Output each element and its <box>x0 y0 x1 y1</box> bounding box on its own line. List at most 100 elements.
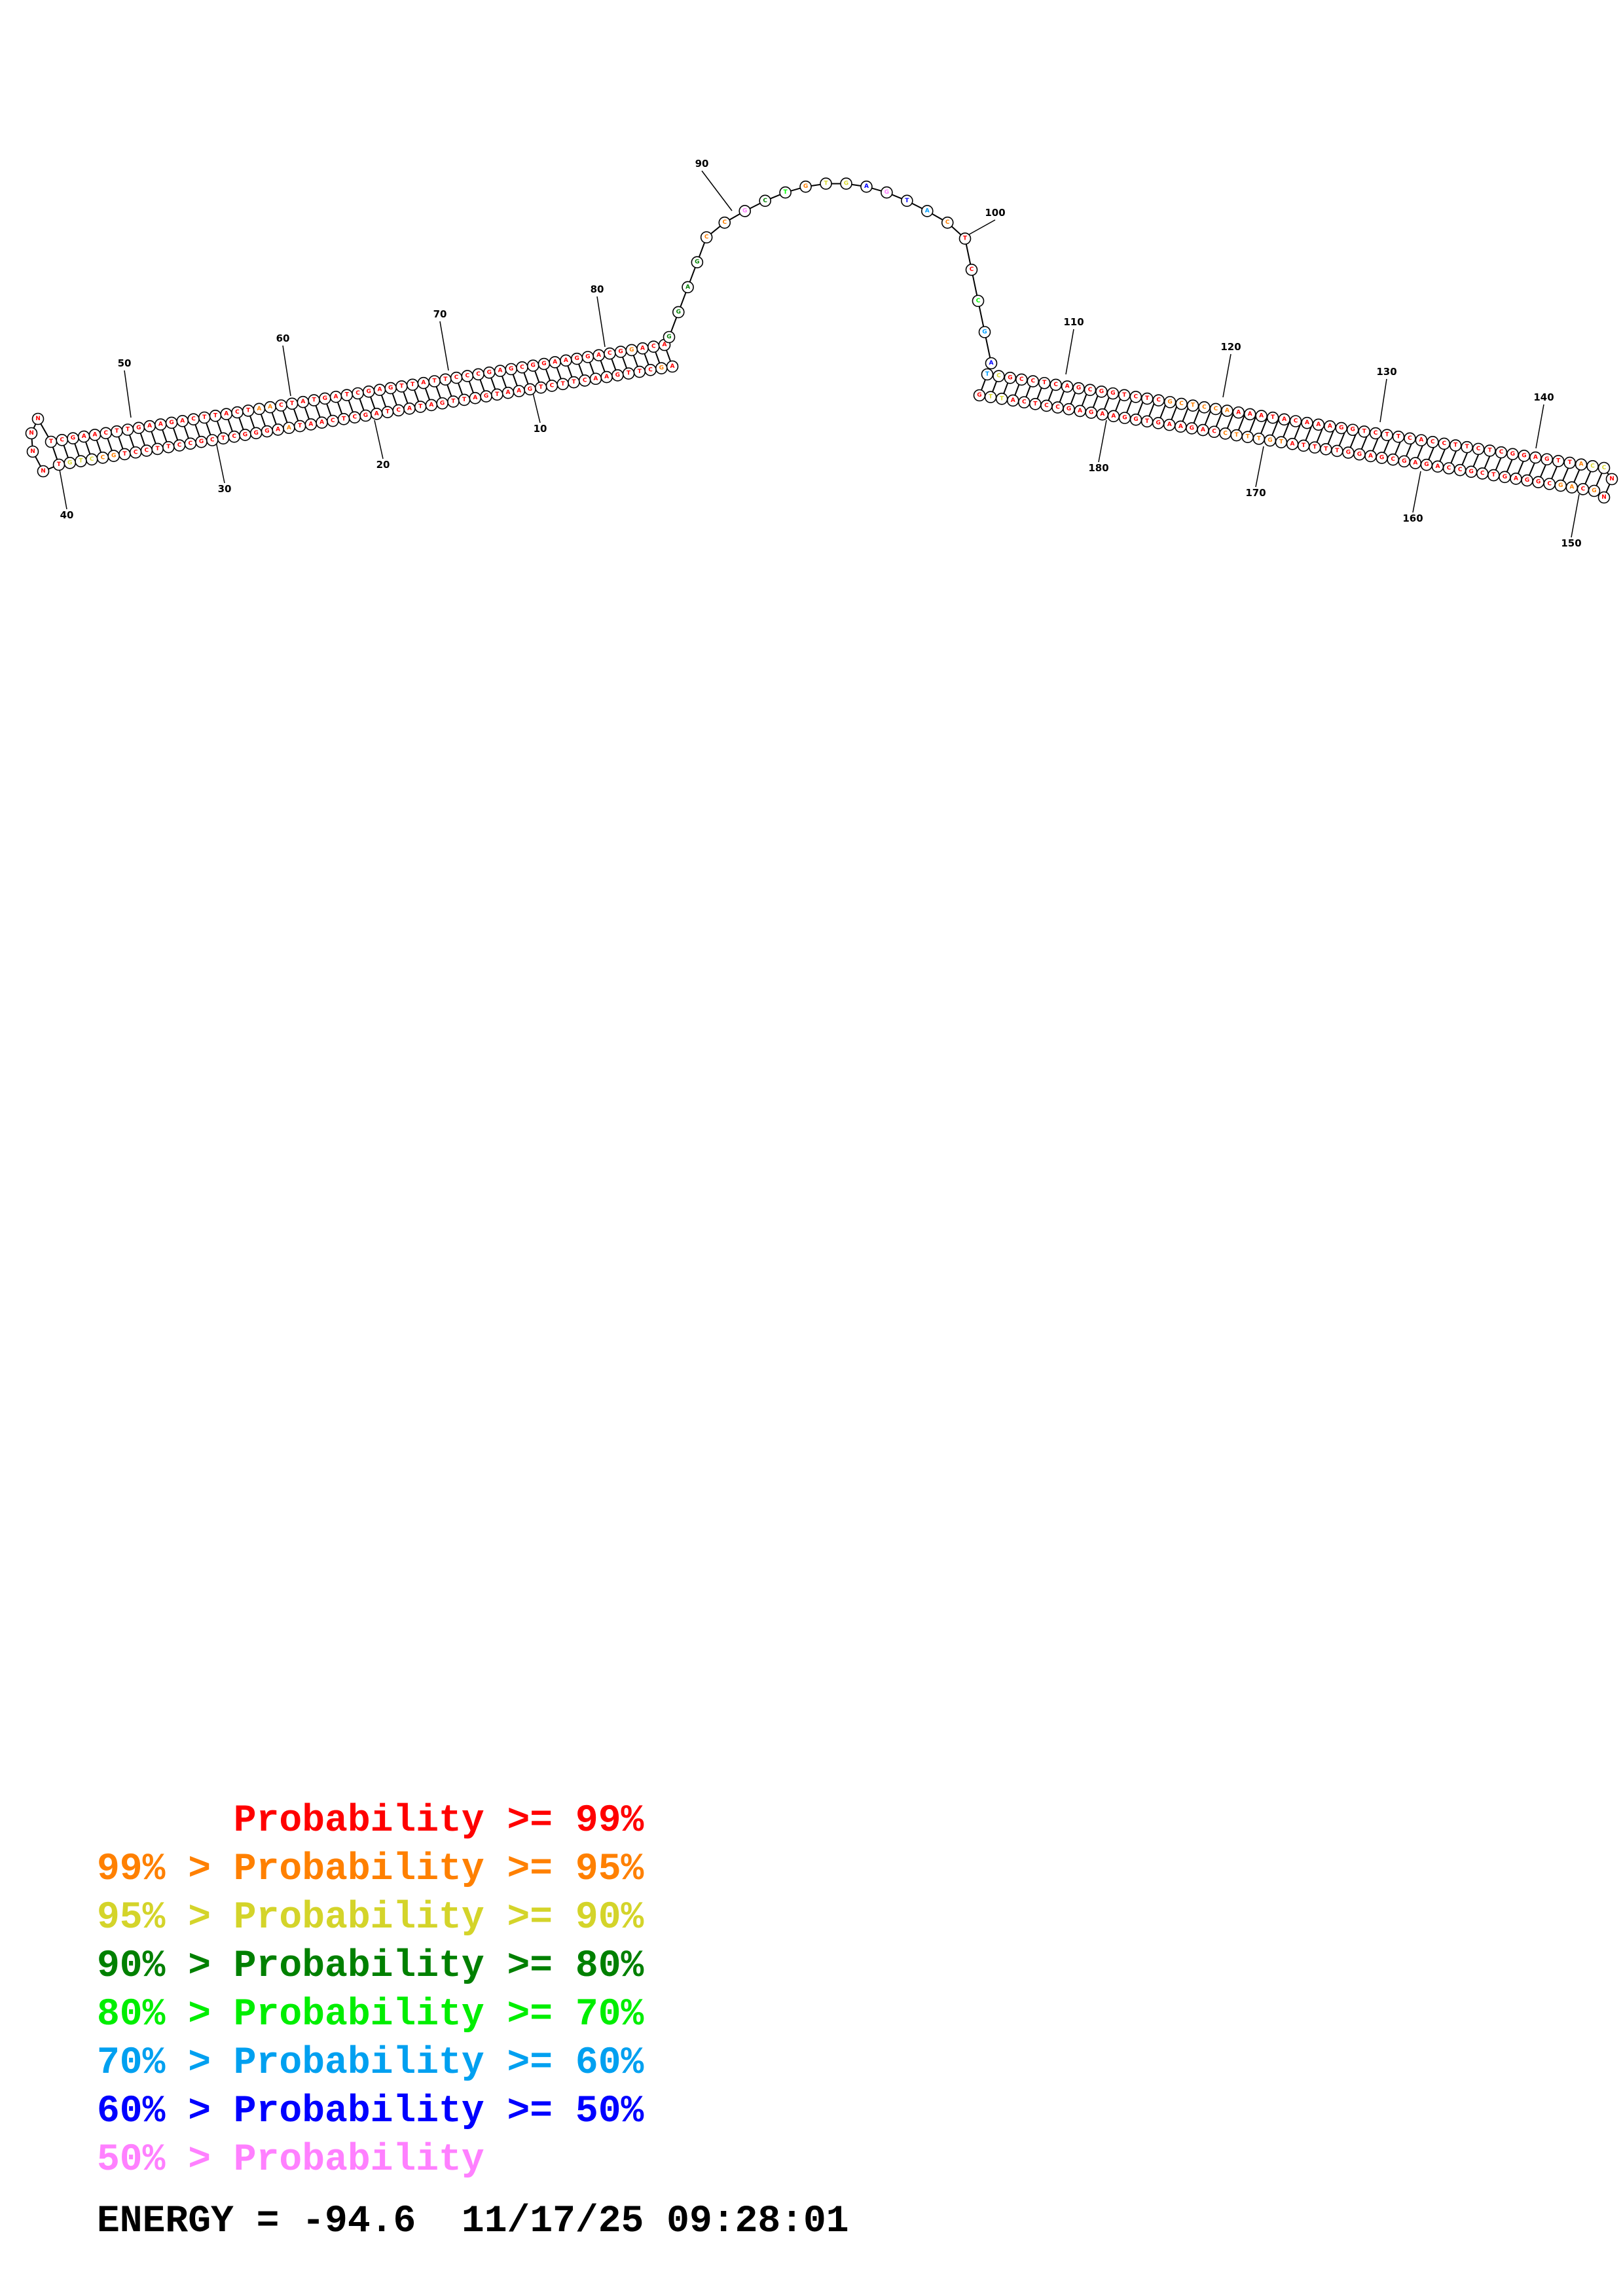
svg-text:C: C <box>235 409 240 416</box>
nucleotide: A <box>370 408 383 420</box>
svg-text:A: A <box>421 380 426 386</box>
nucleotide: C <box>461 370 474 382</box>
legend-label: Probability >= 70% <box>233 1994 644 2036</box>
nucleotide: G <box>1465 465 1478 478</box>
tick-120: 120 <box>1220 341 1241 398</box>
svg-text:G: G <box>253 430 258 437</box>
svg-text:C: C <box>90 456 94 463</box>
tick-label: 100 <box>985 207 1005 219</box>
nucleotide: A <box>469 391 482 404</box>
svg-text:G: G <box>509 366 513 372</box>
nucleotide: G <box>1346 423 1359 437</box>
nucleotide: G <box>359 409 372 422</box>
nucleotide: G <box>840 177 852 190</box>
svg-text:A: A <box>670 363 675 370</box>
nucleotide: T <box>428 375 441 387</box>
nucleotide: A <box>425 399 438 412</box>
position-ticks: 10 20 30 40 50 60 70 80 90 100 110 120 130 140 150 160 1… <box>58 158 1582 549</box>
svg-text:C: C <box>1499 449 1504 456</box>
nucleotide: G <box>362 386 375 398</box>
nucleotide: N <box>25 427 38 440</box>
svg-text:T: T <box>572 379 576 386</box>
svg-text:C: C <box>101 454 105 461</box>
svg-text:G: G <box>1558 482 1563 489</box>
nucleotide: T <box>820 177 832 190</box>
nucleotide: G <box>249 427 263 440</box>
nucleotide: T <box>1038 376 1051 389</box>
svg-text:A: A <box>276 426 280 433</box>
svg-text:T: T <box>1568 459 1573 466</box>
tick-label: 90 <box>695 158 709 170</box>
nucleotide: A <box>1221 404 1233 417</box>
nucleotide: C <box>184 437 197 450</box>
nucleotide: A <box>494 365 507 377</box>
nucleotide: T <box>121 423 134 436</box>
tick-180: 180 <box>1088 420 1109 474</box>
legend-label: Probability >= 60% <box>233 2042 644 2085</box>
legend-prefix: 80% > <box>97 1994 234 2036</box>
svg-text:A: A <box>1167 422 1172 428</box>
nucleotide: G <box>64 457 77 469</box>
nucleotide: T <box>217 432 230 445</box>
nucleotide: T <box>308 394 320 406</box>
svg-text:T: T <box>1042 380 1047 386</box>
nucleotide: A <box>513 385 526 397</box>
nucleotide: C <box>1597 461 1611 475</box>
nucleotide: C <box>647 340 660 353</box>
svg-text:C: C <box>1458 467 1463 473</box>
svg-text:N: N <box>30 448 35 455</box>
nucleotide: C <box>941 216 954 229</box>
nucleotide: T <box>1140 392 1154 405</box>
nucleotide: A <box>1061 380 1074 393</box>
svg-text:T: T <box>312 397 317 404</box>
energy-value: ENERGY = -94.6 <box>97 2200 416 2243</box>
nucleotide: T <box>1381 429 1393 441</box>
nucleotide: G <box>1072 382 1085 395</box>
nucleotide: C <box>327 414 339 427</box>
svg-text:A: A <box>268 404 272 410</box>
nucleotide: A <box>176 414 189 427</box>
svg-text:G: G <box>1522 452 1526 459</box>
svg-text:C: C <box>191 416 196 423</box>
nucleotide: T <box>293 420 306 433</box>
nucleotide: G <box>1118 412 1131 424</box>
backbone <box>30 183 1613 499</box>
svg-text:A: A <box>319 420 324 426</box>
svg-text:C: C <box>1480 470 1485 476</box>
svg-text:C: C <box>976 298 981 304</box>
tick-10: 10 <box>531 387 547 435</box>
legend-label: Probability >= 80% <box>233 1945 644 1988</box>
nucleotide: A <box>549 356 561 368</box>
nucleotide: T <box>779 186 792 199</box>
nucleotide: A <box>666 360 679 373</box>
nucleotide: T <box>111 425 123 438</box>
svg-text:T: T <box>166 444 171 450</box>
svg-text:T: T <box>561 381 566 387</box>
legend-row: 50% > Probability <box>97 2139 484 2182</box>
nucleotide: C <box>718 216 731 229</box>
tick-40: 40 <box>58 465 73 521</box>
svg-text:G: G <box>1503 474 1507 480</box>
nucleotide: A <box>1529 451 1542 464</box>
svg-text:C: C <box>1133 393 1138 400</box>
nucleotide: A <box>593 349 605 362</box>
svg-text:G: G <box>659 365 664 372</box>
svg-text:C: C <box>1408 435 1412 442</box>
nucleotide: C <box>1208 425 1220 439</box>
svg-text:C: C <box>1431 439 1435 445</box>
nucleotide: C <box>129 446 142 459</box>
nucleotide: A <box>283 422 295 435</box>
nucleotide: T <box>995 393 1008 405</box>
svg-text:C: C <box>608 350 612 357</box>
svg-text:A: A <box>407 405 412 412</box>
svg-text:C: C <box>945 219 950 226</box>
nucleotide: A <box>373 384 386 397</box>
svg-text:A: A <box>498 368 503 374</box>
nucleotide: A <box>921 205 934 217</box>
nucleotide: C <box>1015 373 1028 386</box>
nucleotide: C <box>1438 437 1451 450</box>
legend-label: Probability >= 50% <box>233 2090 644 2133</box>
legend-prefix: 95% > <box>97 1897 234 1939</box>
svg-text:G: G <box>1089 410 1093 416</box>
svg-text:T: T <box>1396 433 1401 440</box>
